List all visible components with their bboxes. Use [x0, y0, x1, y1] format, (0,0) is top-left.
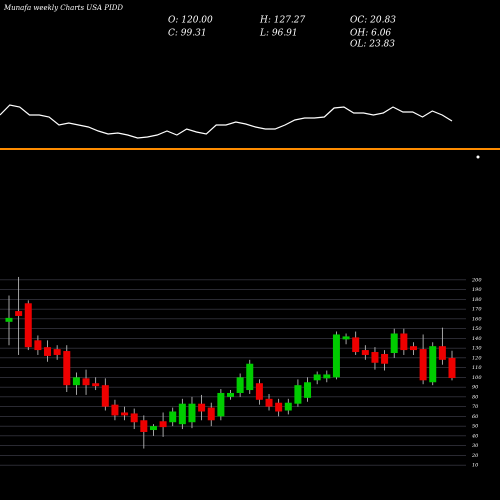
candle-body: [217, 392, 225, 417]
ohlc-info: OH: 6.06: [350, 29, 391, 39]
candle-body: [419, 349, 427, 381]
candle-body: [101, 385, 109, 407]
candle-body: [44, 347, 52, 356]
y-tick-label: 200: [471, 277, 482, 283]
candle-body: [255, 383, 263, 400]
candle-body: [198, 403, 206, 412]
candle-body: [390, 333, 398, 353]
y-tick-label: 80: [472, 394, 479, 400]
candle-body: [342, 336, 350, 340]
y-tick-label: 90: [472, 385, 479, 391]
candle-body: [448, 357, 456, 379]
candle-body: [140, 420, 148, 432]
candle-body: [24, 303, 32, 348]
candle-body: [438, 346, 446, 360]
candle-body: [34, 340, 42, 351]
candle-body: [72, 377, 80, 386]
candle-body: [15, 311, 23, 316]
chart-title: Munafa weekly Charts USA PIDD: [3, 4, 123, 12]
candle-body: [400, 333, 408, 351]
candle-body: [361, 350, 369, 355]
candle-body: [82, 378, 90, 386]
candle-body: [429, 346, 437, 383]
y-tick-label: 170: [472, 307, 482, 313]
y-tick-label: 70: [472, 404, 479, 410]
y-tick-label: 110: [472, 365, 482, 371]
y-tick-label: 140: [472, 336, 482, 342]
candle-body: [371, 352, 379, 363]
y-tick-label: 100: [472, 375, 482, 381]
candle-body: [246, 363, 254, 391]
candle-body: [352, 337, 360, 353]
candle-body: [92, 383, 100, 387]
candle-body: [188, 403, 196, 423]
y-tick-label: 20: [471, 453, 479, 459]
y-tick-label: 160: [472, 316, 482, 322]
y-tick-label: 60: [472, 414, 479, 420]
candle-body: [381, 353, 389, 364]
marker-dot: [476, 155, 480, 159]
candle-body: [5, 317, 13, 322]
candle-body: [63, 351, 71, 386]
y-tick-label: 50: [472, 424, 479, 430]
ohlc-info: OL: 23.83: [350, 40, 395, 50]
y-tick-label: 130: [472, 346, 482, 352]
y-tick-label: 190: [472, 287, 482, 293]
candle-body: [121, 412, 129, 416]
ohlc-info: H: 127.27: [259, 16, 306, 26]
candle-body: [130, 413, 138, 423]
ohlc-info: O: 120.00: [168, 16, 213, 26]
indicator-line: [0, 104, 453, 139]
candle-body: [53, 349, 61, 355]
y-tick-label: 180: [472, 297, 482, 303]
candle-body: [227, 392, 234, 397]
candle-body: [275, 402, 283, 412]
candle-body: [265, 398, 273, 407]
candle-body: [149, 426, 157, 431]
candle-body: [111, 404, 119, 416]
candle-body: [207, 407, 215, 421]
y-tick-label: 30: [472, 443, 479, 449]
candle-body: [294, 385, 302, 404]
candle-body: [178, 403, 186, 425]
ohlc-info: C: 99.31: [168, 29, 207, 39]
y-tick-label: 150: [472, 326, 482, 332]
candle-body: [332, 334, 340, 378]
ohlc-info: L: 96.91: [259, 29, 298, 39]
candle-body: [323, 374, 331, 379]
candle-body: [169, 411, 177, 423]
candle-body: [159, 421, 167, 428]
candle-body: [409, 346, 417, 351]
y-tick-label: 10: [472, 463, 479, 469]
y-tick-label: 40: [471, 433, 479, 439]
ohlc-info: OC: 20.83: [350, 16, 396, 26]
y-tick-label: 120: [472, 355, 482, 361]
candle-body: [313, 374, 321, 381]
candle-body: [284, 402, 292, 411]
candle-body: [304, 382, 312, 398]
candle-body: [236, 377, 244, 393]
